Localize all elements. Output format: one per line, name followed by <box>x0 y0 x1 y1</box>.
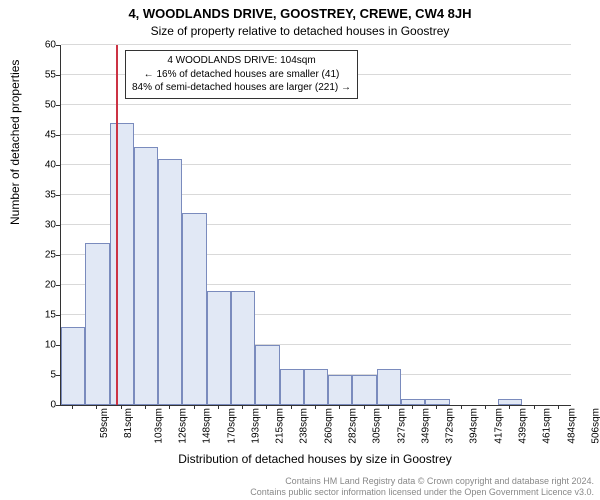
y-tick-label: 30 <box>45 220 56 231</box>
y-tick-label: 55 <box>45 70 56 81</box>
y-axis-label: Number of detached properties <box>8 60 22 225</box>
x-tick-label: 59sqm <box>99 408 110 438</box>
histogram-bar <box>61 327 85 405</box>
credits-line1: Contains HM Land Registry data © Crown c… <box>250 476 594 487</box>
histogram-bar <box>304 369 328 405</box>
x-tick-label: 305sqm <box>372 408 383 444</box>
credits-line2: Contains public sector information licen… <box>250 487 594 498</box>
x-tick-label: 349sqm <box>420 408 431 444</box>
histogram-bar <box>231 291 255 405</box>
x-tick-label: 126sqm <box>178 408 189 444</box>
histogram-chart: 4, WOODLANDS DRIVE, GOOSTREY, CREWE, CW4… <box>0 0 600 500</box>
histogram-bar <box>328 375 352 405</box>
histogram-bar <box>182 213 206 405</box>
x-tick-label: 260sqm <box>323 408 334 444</box>
histogram-bar <box>377 369 401 405</box>
histogram-bar <box>255 345 279 405</box>
x-tick-label: 193sqm <box>250 408 261 444</box>
y-tick-label: 45 <box>45 130 56 141</box>
histogram-bar <box>498 399 522 405</box>
x-tick-label: 484sqm <box>566 408 577 444</box>
histogram-bar <box>158 159 182 405</box>
y-tick-label: 25 <box>45 250 56 261</box>
y-tick-label: 15 <box>45 310 56 321</box>
histogram-bar <box>352 375 376 405</box>
x-tick-label: 148sqm <box>202 408 213 444</box>
x-tick-label: 238sqm <box>299 408 310 444</box>
plot-area: 4 WOODLANDS DRIVE: 104sqm← 16% of detach… <box>60 45 571 406</box>
y-tick-label: 10 <box>45 340 56 351</box>
reference-marker <box>116 45 118 405</box>
x-tick-label: 103sqm <box>153 408 164 444</box>
x-tick-label: 282sqm <box>348 408 359 444</box>
annotation-box: 4 WOODLANDS DRIVE: 104sqm← 16% of detach… <box>125 50 358 99</box>
x-tick-label: 394sqm <box>469 408 480 444</box>
y-tick-label: 35 <box>45 190 56 201</box>
chart-subtitle: Size of property relative to detached ho… <box>0 24 600 38</box>
histogram-bar <box>110 123 134 405</box>
histogram-bar <box>401 399 425 405</box>
x-tick-label: 417sqm <box>493 408 504 444</box>
x-tick-label: 372sqm <box>445 408 456 444</box>
x-axis-label: Distribution of detached houses by size … <box>60 452 570 466</box>
x-tick-label: 327sqm <box>396 408 407 444</box>
chart-title-address: 4, WOODLANDS DRIVE, GOOSTREY, CREWE, CW4… <box>0 6 600 21</box>
x-tick-label: 215sqm <box>275 408 286 444</box>
annotation-line: 84% of semi-detached houses are larger (… <box>132 81 351 95</box>
annotation-line: 4 WOODLANDS DRIVE: 104sqm <box>132 54 351 68</box>
x-tick-label: 439sqm <box>518 408 529 444</box>
histogram-bar <box>425 399 449 405</box>
y-tick-label: 50 <box>45 100 56 111</box>
histogram-bar <box>134 147 158 405</box>
x-tick-label: 81sqm <box>123 408 134 438</box>
x-tick-label: 461sqm <box>542 408 553 444</box>
y-tick-label: 60 <box>45 40 56 51</box>
credits-text: Contains HM Land Registry data © Crown c… <box>250 476 594 498</box>
annotation-line: ← 16% of detached houses are smaller (41… <box>132 68 351 82</box>
x-tick-label: 170sqm <box>226 408 237 444</box>
y-tick-label: 20 <box>45 280 56 291</box>
histogram-bar <box>85 243 109 405</box>
y-tick-label: 40 <box>45 160 56 171</box>
histogram-bar <box>207 291 231 405</box>
x-tick-label: 506sqm <box>590 408 600 444</box>
histogram-bar <box>280 369 304 405</box>
